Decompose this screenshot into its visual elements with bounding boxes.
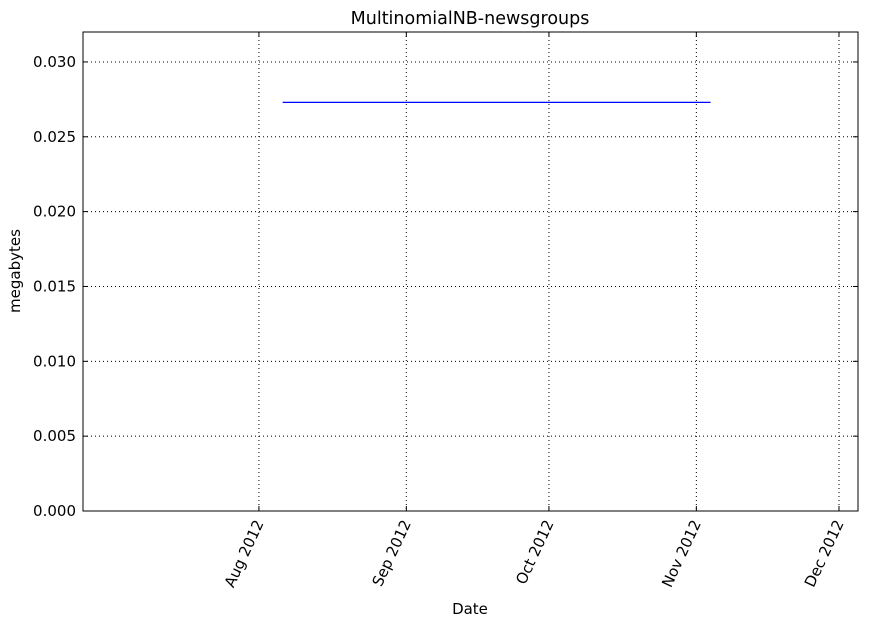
y-tick-label: 0.030 <box>33 53 76 71</box>
chart-title: MultinomialNB-newsgroups <box>351 9 590 29</box>
ticks <box>83 32 858 512</box>
x-tick-label: Sep 2012 <box>369 517 415 589</box>
x-tick-label: Nov 2012 <box>658 517 705 590</box>
grid <box>83 32 858 512</box>
y-tick-label: 0.025 <box>33 128 76 146</box>
x-tick-labels: Aug 2012 Sep 2012 Oct 2012 Nov 2012 Dec 2012 <box>221 517 848 590</box>
y-tick-label: 0.005 <box>33 427 76 445</box>
y-axis-label: megabytes <box>6 229 24 313</box>
plot-frame <box>82 31 859 512</box>
x-tick-label: Aug 2012 <box>221 517 268 590</box>
y-tick-label: 0.015 <box>33 277 76 295</box>
y-tick-label: 0.020 <box>33 203 76 221</box>
y-tick-label: 0.010 <box>33 352 76 370</box>
y-tick-labels: 0.000 0.005 0.010 0.015 0.020 0.025 0.030 <box>33 53 76 520</box>
x-tick-label: Dec 2012 <box>801 517 848 590</box>
y-tick-label: 0.000 <box>33 502 76 520</box>
x-tick-label: Oct 2012 <box>512 517 557 587</box>
x-axis-label: Date <box>452 600 488 618</box>
